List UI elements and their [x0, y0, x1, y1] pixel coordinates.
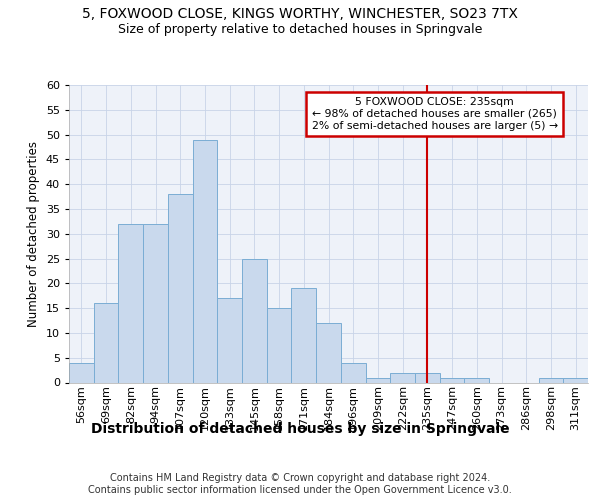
Bar	[193, 140, 217, 382]
Bar	[217, 298, 242, 382]
Bar	[390, 372, 415, 382]
Bar	[341, 362, 365, 382]
Y-axis label: Number of detached properties: Number of detached properties	[27, 141, 40, 327]
Bar	[539, 378, 563, 382]
Text: Distribution of detached houses by size in Springvale: Distribution of detached houses by size …	[91, 422, 509, 436]
Bar	[168, 194, 193, 382]
Bar	[563, 378, 588, 382]
Text: Size of property relative to detached houses in Springvale: Size of property relative to detached ho…	[118, 22, 482, 36]
Bar	[267, 308, 292, 382]
Bar	[143, 224, 168, 382]
Bar	[118, 224, 143, 382]
Bar	[464, 378, 489, 382]
Bar	[69, 362, 94, 382]
Bar	[242, 258, 267, 382]
Text: 5 FOXWOOD CLOSE: 235sqm
← 98% of detached houses are smaller (265)
2% of semi-de: 5 FOXWOOD CLOSE: 235sqm ← 98% of detache…	[312, 98, 558, 130]
Text: Contains HM Land Registry data © Crown copyright and database right 2024.
Contai: Contains HM Land Registry data © Crown c…	[88, 474, 512, 495]
Bar	[415, 372, 440, 382]
Bar	[365, 378, 390, 382]
Bar	[316, 323, 341, 382]
Bar	[440, 378, 464, 382]
Bar	[292, 288, 316, 382]
Text: 5, FOXWOOD CLOSE, KINGS WORTHY, WINCHESTER, SO23 7TX: 5, FOXWOOD CLOSE, KINGS WORTHY, WINCHEST…	[82, 8, 518, 22]
Bar	[94, 303, 118, 382]
